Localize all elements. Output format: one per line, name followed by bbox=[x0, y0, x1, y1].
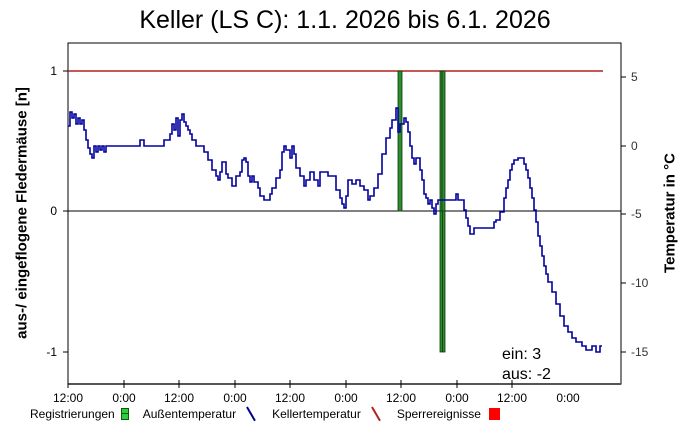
y-right-tick-neg15: -15 bbox=[631, 345, 649, 359]
svg-text:0:00: 0:00 bbox=[556, 391, 580, 405]
svg-text:0:00: 0:00 bbox=[334, 391, 358, 405]
chart-title: Keller (LS C): 1.1. 2026 bis 6.1. 2026 bbox=[139, 6, 551, 34]
legend-label-sperrereignisse: Sperrereignisse bbox=[396, 407, 481, 421]
plot-frame bbox=[67, 42, 622, 385]
x-axis-ticks bbox=[67, 380, 513, 388]
svg-text:12:00: 12:00 bbox=[275, 391, 305, 405]
svg-text:0:00: 0:00 bbox=[445, 391, 469, 405]
y-left-tick-0: 0 bbox=[50, 204, 57, 218]
kellertemperatur-swatch-icon bbox=[369, 407, 383, 421]
aussentemperatur-swatch-icon bbox=[244, 407, 258, 421]
svg-text:0:00: 0:00 bbox=[112, 391, 136, 405]
svg-text:12:00: 12:00 bbox=[386, 391, 416, 405]
legend-label-kellertemperatur: Kellertemperatur bbox=[272, 407, 361, 421]
legend-item-registrierungen: Registrierungen bbox=[30, 407, 129, 421]
y-right-tick-0: 0 bbox=[631, 139, 638, 153]
registrierungen-bars bbox=[397, 70, 446, 353]
y-left-tick-1: 1 bbox=[50, 64, 57, 78]
y-axis-left-ticks bbox=[63, 70, 68, 353]
y-left-tick-neg1: -1 bbox=[46, 345, 57, 359]
registrierungen-swatch-icon bbox=[120, 408, 129, 420]
x-axis-tick-labels: 12:00 0:00 12:00 0:00 12:00 0:00 12:00 0… bbox=[53, 391, 580, 405]
y-axis-right-ticks bbox=[621, 76, 626, 353]
legend-item-kellertemperatur: Kellertemperatur bbox=[272, 407, 383, 421]
counter-ein: ein: 3 bbox=[502, 346, 542, 363]
svg-text:0:00: 0:00 bbox=[223, 391, 247, 405]
legend-label-aussentemperatur: Außentemperatur bbox=[142, 407, 237, 421]
svg-text:12:00: 12:00 bbox=[53, 391, 83, 405]
counter-aus: aus: -2 bbox=[502, 366, 551, 383]
y-right-tick-neg5: -5 bbox=[631, 207, 642, 221]
legend-item-sperrereignisse: Sperrereignisse bbox=[397, 407, 500, 421]
aussentemperatur-line bbox=[68, 107, 602, 353]
sperrereignisse-swatch-icon bbox=[488, 408, 500, 420]
legend-label-registrierungen: Registrierungen bbox=[30, 407, 115, 421]
svg-text:12:00: 12:00 bbox=[497, 391, 527, 405]
svg-text:12:00: 12:00 bbox=[164, 391, 194, 405]
legend: Registrierungen Außentemperatur Kellerte… bbox=[30, 407, 514, 421]
legend-item-aussentemperatur: Außentemperatur bbox=[143, 407, 258, 421]
y-right-tick-neg10: -10 bbox=[631, 276, 649, 290]
y-right-tick-5: 5 bbox=[631, 70, 638, 84]
